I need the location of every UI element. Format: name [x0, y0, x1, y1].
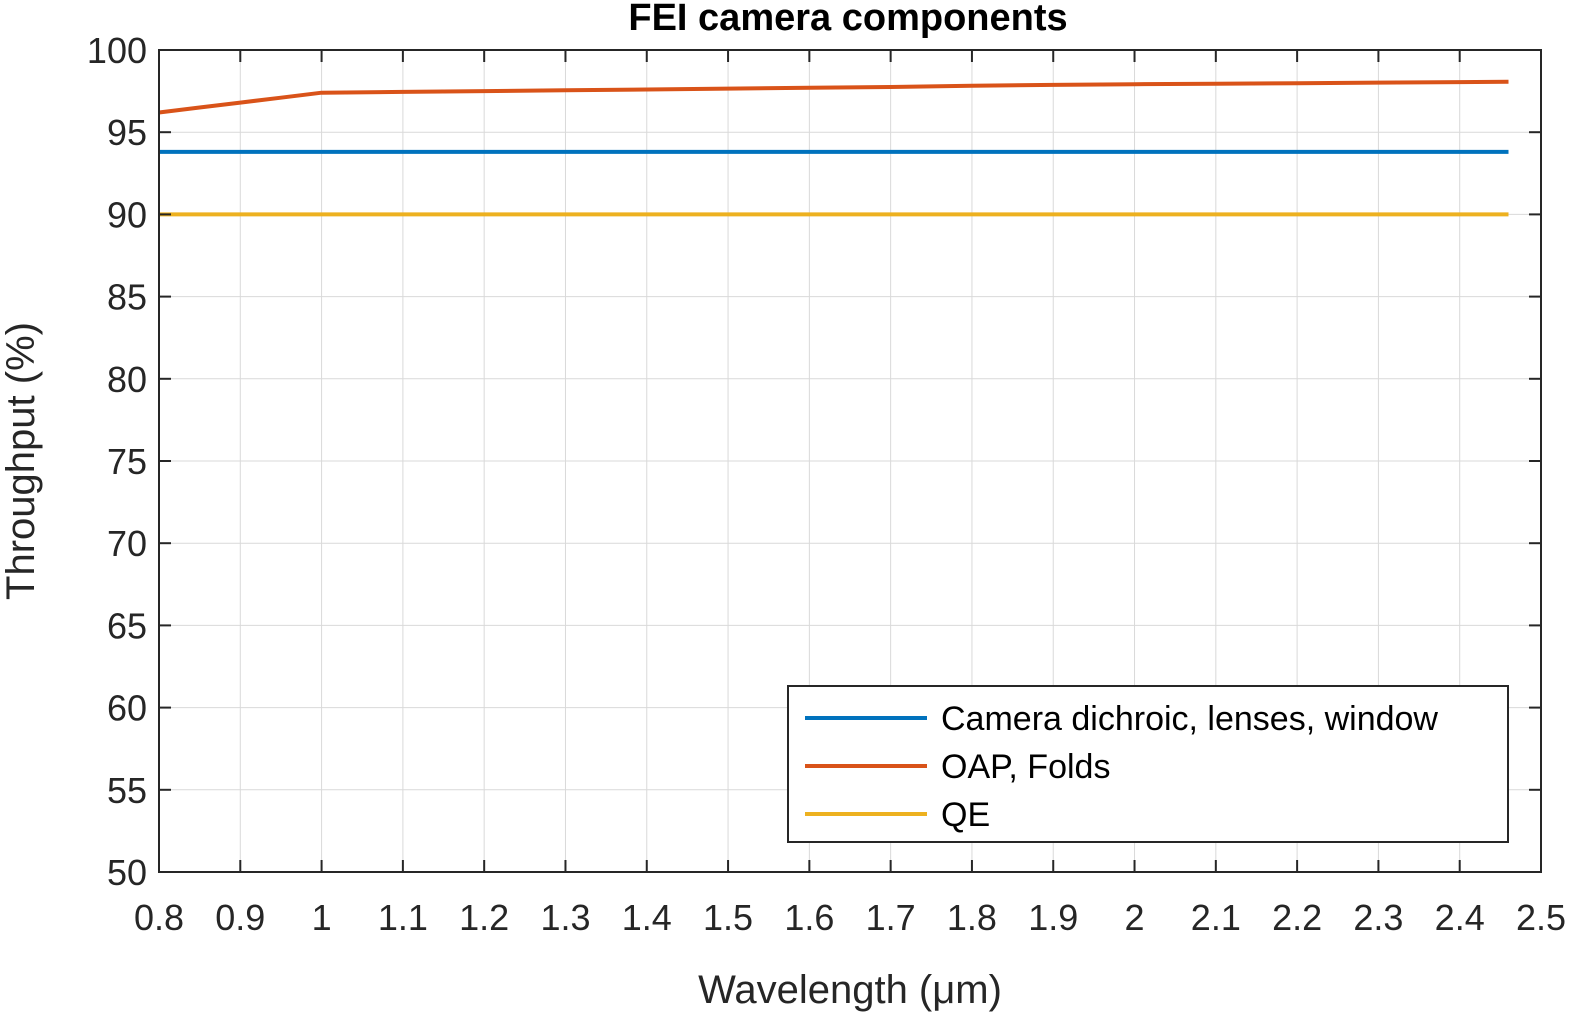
y-tick-label: 60 — [107, 688, 147, 729]
y-tick-label: 75 — [107, 441, 147, 482]
y-axis-label: Throughput (%) — [0, 322, 43, 600]
y-tick-label: 90 — [107, 194, 147, 235]
x-tick-labels: 0.8 0.9 1 1.1 1.2 1.3 1.4 1.5 1.6 1.7 1.8 1.9 2 2.1 2.… — [134, 897, 1566, 938]
x-tick-label: 1.3 — [540, 897, 590, 938]
legend: Camera dichroic, lenses, window OAP, Fold… — [787, 685, 1509, 843]
x-tick-label: 1.8 — [947, 897, 997, 938]
x-tick-label: 2.4 — [1435, 897, 1485, 938]
x-tick-label: 1.1 — [378, 897, 428, 938]
x-tick-label: 1.5 — [703, 897, 753, 938]
x-tick-label: 2 — [1125, 897, 1145, 938]
x-tick-label: 2.5 — [1516, 897, 1566, 938]
y-tick-label: 55 — [107, 770, 147, 811]
x-tick-label: 1.6 — [784, 897, 834, 938]
x-tick-label: 2.2 — [1272, 897, 1322, 938]
series-line-1 — [158, 79, 1509, 115]
axis-ticks — [158, 49, 1542, 873]
x-tick-label: 0.9 — [215, 897, 265, 938]
x-tick-label: 1 — [312, 897, 332, 938]
x-tick-label: 1.4 — [622, 897, 672, 938]
y-tick-label: 100 — [87, 30, 147, 71]
y-tick-label: 50 — [107, 852, 147, 893]
y-tick-label: 70 — [107, 523, 147, 564]
y-tick-label: 80 — [107, 359, 147, 400]
x-tick-label: 2.3 — [1353, 897, 1403, 938]
x-tick-label: 1.2 — [459, 897, 509, 938]
plot-lines — [158, 79, 1509, 217]
x-tick-label: 1.7 — [866, 897, 916, 938]
chart-title: FEI camera components — [628, 0, 1067, 39]
x-tick-label: 1.9 — [1028, 897, 1078, 938]
y-tick-label: 65 — [107, 605, 147, 646]
x-tick-label: 2.1 — [1191, 897, 1241, 938]
y-tick-label: 95 — [107, 112, 147, 153]
legend-items: Camera dichroic, lenses, window OAP, Fold… — [805, 700, 1438, 834]
y-tick-label: 85 — [107, 277, 147, 318]
x-tick-label: 0.8 — [134, 897, 184, 938]
legend-label: OAP, Folds — [941, 748, 1110, 786]
legend-label: Camera dichroic, lenses, window — [941, 700, 1438, 738]
x-axis-label: Wavelength (μm) — [698, 968, 1002, 1012]
y-tick-labels: 50 55 60 65 70 75 80 85 90 95 100 — [87, 30, 147, 893]
legend-label: QE — [941, 796, 990, 834]
